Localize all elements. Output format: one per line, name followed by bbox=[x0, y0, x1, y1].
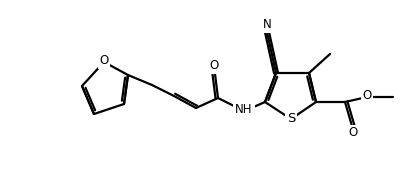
Text: O: O bbox=[209, 59, 218, 73]
Text: O: O bbox=[99, 55, 108, 68]
Text: S: S bbox=[286, 112, 294, 125]
Text: O: O bbox=[348, 127, 357, 140]
Text: N: N bbox=[262, 18, 271, 32]
Text: O: O bbox=[362, 90, 371, 102]
Text: NH: NH bbox=[235, 103, 252, 117]
